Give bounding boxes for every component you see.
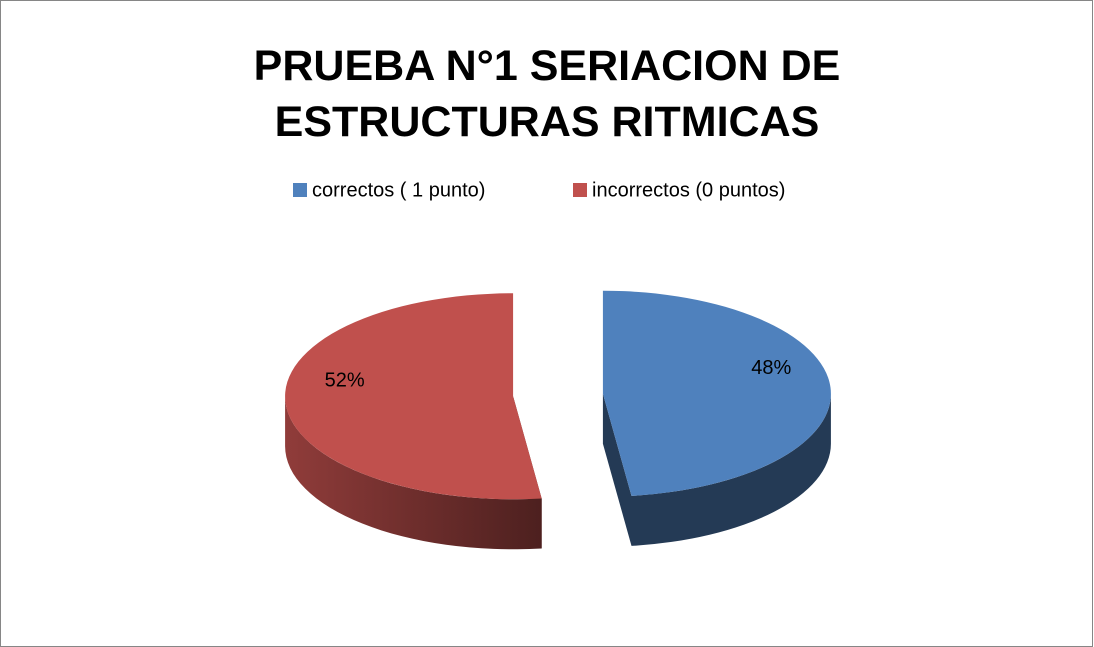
legend-label: correctos ( 1 punto) [312,179,485,201]
slice [285,293,542,500]
data-label: 52% [325,369,365,391]
slice-wall [285,396,542,550]
slice [602,290,831,496]
data-label: 48% [751,357,791,379]
slice-wall [631,393,831,546]
slice-side [602,393,632,546]
legend-label: incorrectos (0 puntos) [592,179,785,201]
legend-swatch [293,183,307,197]
chart-title: PRUEBA N°1 SERIACION DE ESTRUCTURAS RITM… [253,42,841,146]
legend-swatch [573,183,587,197]
